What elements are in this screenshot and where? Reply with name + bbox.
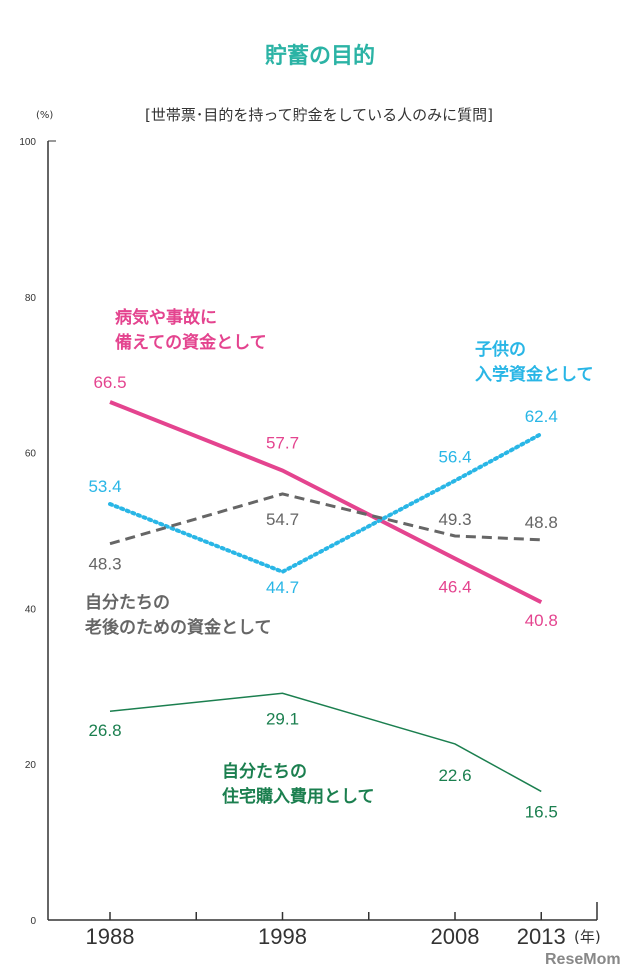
x-tick-label: 1988	[86, 924, 135, 949]
y-tick-label: 60	[25, 449, 37, 460]
data-label: 46.4	[438, 578, 471, 597]
data-label: 40.8	[525, 611, 558, 630]
data-label: 22.6	[438, 766, 471, 785]
data-label: 48.3	[88, 555, 121, 574]
series-label-education: 子供の 入学資金として	[475, 338, 594, 388]
series-label-retirement: 自分たちの 老後のための資金として	[85, 591, 272, 641]
series-line	[109, 492, 542, 546]
data-label: 48.8	[525, 513, 558, 532]
data-label: 66.5	[93, 373, 126, 392]
x-tick-label: 2008	[431, 924, 480, 949]
series-label-line: 自分たちの	[222, 762, 307, 782]
y-tick-label: 80	[25, 293, 37, 304]
series-label-illness: 病気や事故に 備えての資金として	[115, 306, 267, 356]
series-line	[109, 692, 542, 793]
data-label: 54.7	[266, 510, 299, 529]
series-label-line: 入学資金として	[475, 365, 594, 385]
series-label-line: 病気や事故に	[115, 308, 217, 328]
data-label: 44.7	[266, 578, 299, 597]
series-label-line: 子供の	[475, 340, 526, 360]
x-tick-label: 1998	[258, 924, 307, 949]
series-label-line: 住宅購入費用として	[222, 787, 375, 807]
chart-title: 貯蓄の目的	[264, 44, 375, 69]
series-label-line: 自分たちの	[85, 593, 170, 613]
series-label-line: 老後のための資金として	[85, 618, 272, 638]
data-label: 16.5	[525, 802, 558, 821]
series-line	[108, 431, 544, 574]
y-tick-label: 100	[19, 137, 36, 148]
data-label: 53.4	[88, 477, 121, 496]
data-label: 29.1	[266, 709, 299, 728]
y-axis-unit: (%)	[36, 110, 54, 121]
data-label: 57.7	[266, 434, 299, 453]
y-tick-label: 40	[25, 604, 37, 615]
data-label: 62.4	[525, 407, 558, 426]
data-label: 49.3	[438, 510, 471, 529]
chart-subtitle: [世帯票･目的を持って貯金をしている人のみに質問]	[145, 106, 494, 124]
series-label-line: 備えての資金として	[115, 333, 267, 353]
watermark: ReseMom	[545, 951, 621, 968]
data-label: 26.8	[88, 721, 121, 740]
series-label-housing: 自分たちの 住宅購入費用として	[222, 760, 375, 810]
x-axis-unit: (年)	[574, 928, 601, 946]
data-label: 56.4	[438, 448, 471, 467]
y-tick-label: 20	[25, 760, 37, 771]
x-tick-label: 2013	[517, 924, 566, 949]
y-tick-label: 0	[30, 916, 36, 927]
series-line	[109, 400, 543, 604]
